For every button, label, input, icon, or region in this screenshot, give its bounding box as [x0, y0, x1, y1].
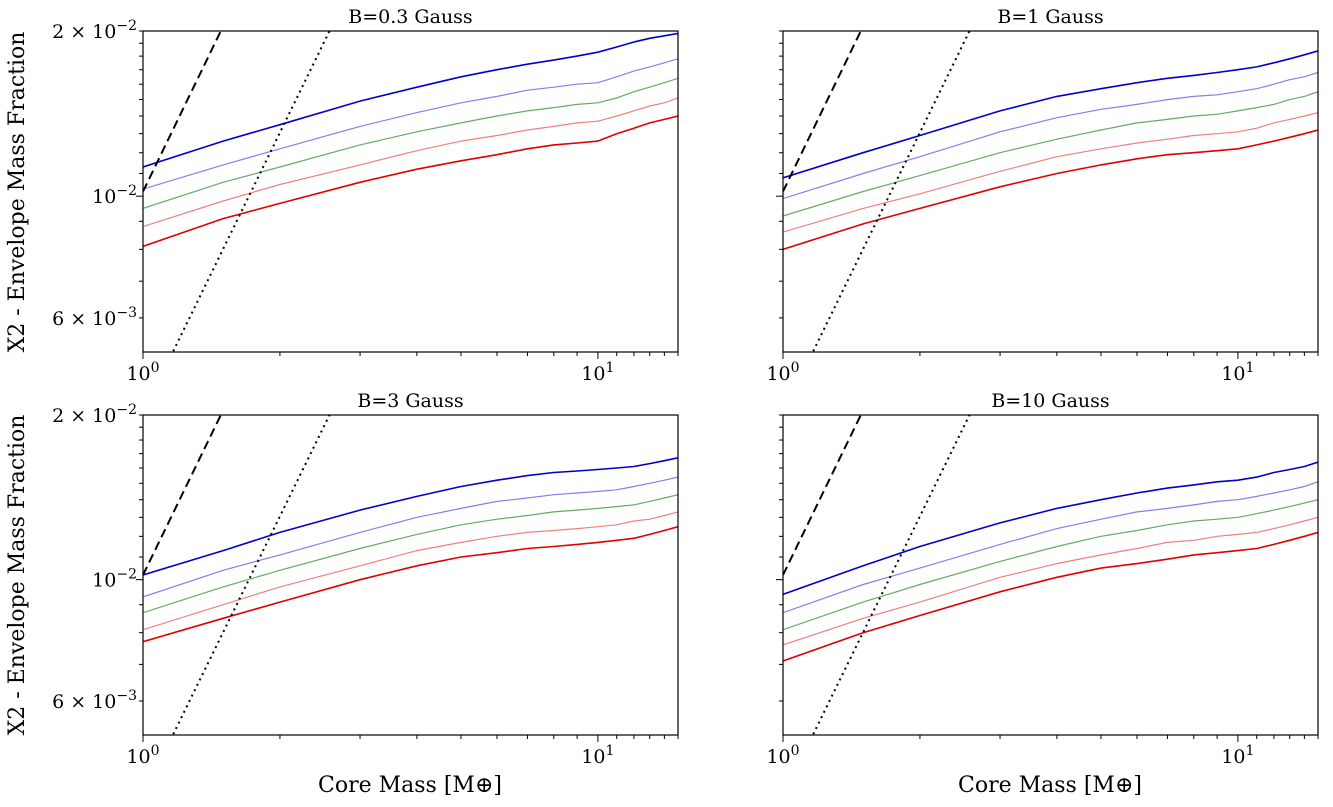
- x-tick-label: 101: [1221, 743, 1254, 768]
- xlabel-left: Core Mass [M⊕]: [318, 773, 502, 798]
- reference-line-dotted: [811, 31, 971, 352]
- series-group: [783, 415, 1318, 735]
- axes-frame: [782, 30, 1319, 353]
- panel-3: B=3 Gauss 100 101 2 × 10−2 10−2 6 × 10−3: [52, 390, 679, 768]
- x-tick-label: 100: [126, 360, 159, 385]
- series-line-5: [783, 531, 1318, 662]
- series-line-1: [783, 50, 1318, 179]
- panel-title: B=10 Gauss: [991, 390, 1109, 412]
- x-tick-label: 101: [1221, 360, 1254, 385]
- x-ticks: [142, 735, 679, 742]
- reference-line-dashed: [783, 415, 862, 576]
- y-ticks: [776, 30, 783, 319]
- series-group: [143, 415, 678, 735]
- reference-line-dotted: [171, 415, 331, 735]
- series-line-4: [783, 112, 1318, 233]
- ylabel-bottom: X2 - Envelope Mass Fraction: [5, 415, 30, 736]
- series-line-4: [143, 97, 678, 228]
- ylabel-top: X2 - Envelope Mass Fraction: [5, 32, 30, 353]
- reference-line-dashed: [783, 31, 862, 192]
- series-line-3: [783, 91, 1318, 217]
- x-ticks: [142, 352, 679, 359]
- reference-line-dotted: [171, 31, 331, 352]
- y-ticks: [136, 30, 143, 319]
- series-line-5: [143, 115, 678, 248]
- reference-line-dotted: [811, 415, 971, 735]
- series-line-2: [143, 58, 678, 190]
- x-tick-label: 100: [766, 360, 799, 385]
- series-line-2: [783, 481, 1318, 614]
- axes-frame: [142, 414, 679, 736]
- x-tick-label: 101: [581, 360, 614, 385]
- x-tick-label: 100: [766, 743, 799, 768]
- axes-frame: [782, 414, 1319, 736]
- y-tick-label: 10−2: [92, 567, 137, 592]
- series-line-3: [143, 77, 678, 209]
- y-ticks: [776, 414, 783, 702]
- series-line-2: [783, 71, 1318, 200]
- series-line-3: [143, 494, 678, 614]
- xlabel-right: Core Mass [M⊕]: [958, 773, 1142, 798]
- x-ticks: [782, 352, 1319, 359]
- series-line-4: [783, 516, 1318, 646]
- panel-1: B=0.3 Gauss 100 101 2 × 10−2 10−2 6 × 10−3: [52, 6, 679, 385]
- reference-line-dashed: [143, 415, 222, 576]
- y-tick-label: 6 × 10−3: [52, 305, 137, 330]
- x-tick-label: 101: [581, 743, 614, 768]
- panel-title: B=1 Gauss: [997, 6, 1103, 28]
- series-line-1: [143, 457, 678, 576]
- y-tick-label: 10−2: [92, 183, 137, 208]
- series-line-5: [143, 525, 678, 643]
- series-line-3: [783, 499, 1318, 631]
- series-line-1: [783, 461, 1318, 596]
- y-ticks: [136, 414, 143, 702]
- series-line-1: [143, 32, 678, 168]
- axes-frame: [142, 30, 679, 353]
- series-group: [143, 31, 678, 352]
- panel-title: B=0.3 Gauss: [348, 6, 472, 28]
- panel-2: B=1 Gauss 100 101: [766, 6, 1319, 385]
- series-line-2: [143, 476, 678, 598]
- series-line-4: [143, 511, 678, 631]
- x-tick-label: 100: [126, 743, 159, 768]
- y-tick-label: 6 × 10−3: [52, 688, 137, 713]
- panel-title: B=3 Gauss: [357, 390, 463, 412]
- reference-line-dashed: [143, 31, 222, 192]
- y-tick-label: 2 × 10−2: [52, 402, 137, 427]
- series-group: [783, 31, 1318, 352]
- y-tick-label: 2 × 10−2: [52, 18, 137, 43]
- panel-4: B=10 Gauss 100 101: [766, 390, 1319, 768]
- x-ticks: [782, 735, 1319, 742]
- series-line-5: [783, 129, 1318, 251]
